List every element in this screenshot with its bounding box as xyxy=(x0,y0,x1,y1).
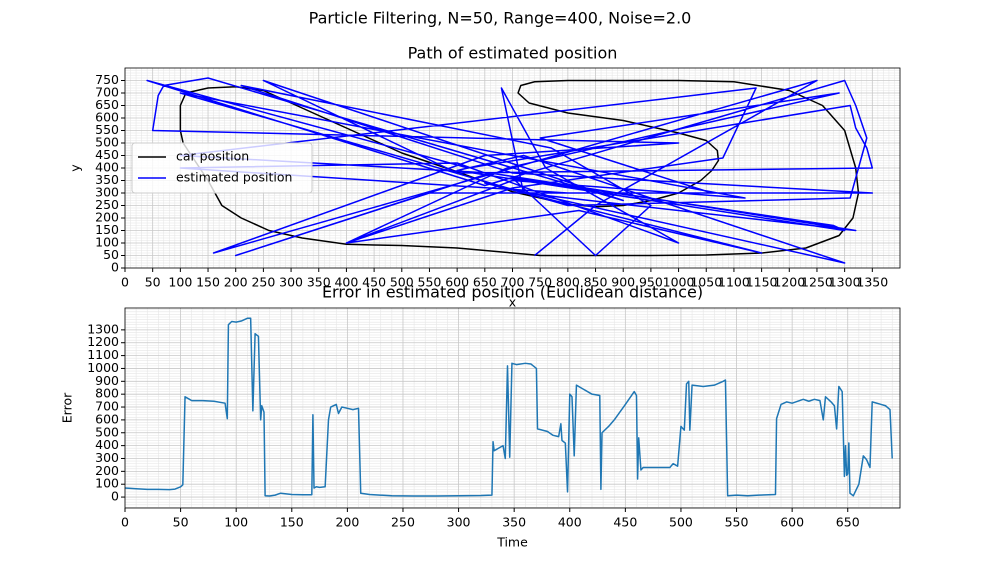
y-tick-label: 550 xyxy=(95,122,119,137)
y-tick-label: 450 xyxy=(95,147,119,162)
x-tick-label: 0 xyxy=(121,515,129,530)
x-tick-label: 1250 xyxy=(801,275,833,290)
axes-title: Error in estimated position (Euclidean d… xyxy=(322,283,703,302)
axes-frame xyxy=(124,307,901,509)
y-tick-label: 750 xyxy=(95,72,119,87)
x-tick-label: 950 xyxy=(639,275,663,290)
y-tick-label: 700 xyxy=(95,85,119,100)
x-axis-label: Time xyxy=(496,535,528,550)
legend-label: estimated position xyxy=(176,170,292,185)
axes-frame xyxy=(124,67,901,269)
x-tick-label: 300 xyxy=(447,515,471,530)
y-tick-label: 300 xyxy=(95,450,119,465)
x-tick-label: 50 xyxy=(145,275,161,290)
x-tick-label: 800 xyxy=(556,275,580,290)
x-tick-label: 1150 xyxy=(746,275,778,290)
y-tick-label: 0 xyxy=(111,489,119,504)
x-tick-label: 400 xyxy=(558,515,582,530)
x-tick-label: 500 xyxy=(669,515,693,530)
x-tick-label: 350 xyxy=(502,515,526,530)
y-tick-label: 500 xyxy=(95,135,119,150)
y-axis-label: y xyxy=(68,164,83,172)
x-tick-label: 750 xyxy=(528,275,552,290)
y-tick-label: 600 xyxy=(95,110,119,125)
y-tick-label: 1300 xyxy=(87,321,119,336)
x-tick-label: 1100 xyxy=(718,275,750,290)
y-tick-label: 0 xyxy=(111,260,119,275)
x-tick-label: 650 xyxy=(836,515,860,530)
x-tick-label: 550 xyxy=(418,275,442,290)
legend-label: car position xyxy=(176,149,249,164)
x-tick-label: 250 xyxy=(391,515,415,530)
x-tick-label: 600 xyxy=(780,515,804,530)
legend-box xyxy=(131,142,313,194)
y-tick-label: 600 xyxy=(95,411,119,426)
x-tick-label: 200 xyxy=(224,275,248,290)
y-tick-label: 500 xyxy=(95,424,119,439)
x-tick-label: 700 xyxy=(501,275,525,290)
x-tick-label: 50 xyxy=(173,515,189,530)
x-tick-label: 550 xyxy=(725,515,749,530)
y-tick-label: 50 xyxy=(103,247,119,262)
figure-title: Particle Filtering, N=50, Range=400, Noi… xyxy=(309,9,692,28)
x-tick-label: 450 xyxy=(613,515,637,530)
x-tick-label: 100 xyxy=(168,275,192,290)
y-tick-label: 700 xyxy=(95,399,119,414)
y-tick-label: 200 xyxy=(95,210,119,225)
y-tick-label: 1100 xyxy=(87,347,119,362)
x-tick-label: 850 xyxy=(584,275,608,290)
y-tick-label: 100 xyxy=(95,235,119,250)
x-tick-label: 300 xyxy=(279,275,303,290)
x-tick-label: 1000 xyxy=(663,275,695,290)
x-tick-label: 500 xyxy=(390,275,414,290)
y-tick-label: 650 xyxy=(95,97,119,112)
x-tick-label: 200 xyxy=(335,515,359,530)
x-tick-label: 150 xyxy=(280,515,304,530)
x-axis-label: x xyxy=(509,295,516,310)
x-tick-label: 150 xyxy=(196,275,220,290)
x-tick-label: 0 xyxy=(121,275,129,290)
x-tick-label: 400 xyxy=(334,275,358,290)
y-tick-label: 900 xyxy=(95,373,119,388)
y-tick-label: 150 xyxy=(95,222,119,237)
y-tick-label: 300 xyxy=(95,185,119,200)
x-tick-label: 1300 xyxy=(829,275,861,290)
plot-area xyxy=(125,308,900,508)
series-line xyxy=(124,317,893,497)
y-tick-label: 400 xyxy=(95,160,119,175)
y-tick-label: 350 xyxy=(95,172,119,187)
y-tick-label: 200 xyxy=(95,463,119,478)
y-axis-label: Error xyxy=(60,392,75,423)
x-tick-label: 1050 xyxy=(690,275,722,290)
x-tick-label: 900 xyxy=(611,275,635,290)
y-tick-label: 400 xyxy=(95,437,119,452)
x-tick-label: 450 xyxy=(362,275,386,290)
y-tick-label: 800 xyxy=(95,386,119,401)
x-tick-label: 100 xyxy=(224,515,248,530)
y-tick-label: 1000 xyxy=(87,360,119,375)
x-tick-label: 650 xyxy=(473,275,497,290)
y-tick-label: 100 xyxy=(95,476,119,491)
x-tick-label: 1350 xyxy=(856,275,888,290)
series-line xyxy=(146,77,874,264)
y-tick-label: 250 xyxy=(95,197,119,212)
x-tick-label: 250 xyxy=(251,275,275,290)
x-tick-label: 600 xyxy=(445,275,469,290)
axes-title: Path of estimated position xyxy=(408,44,618,63)
x-tick-label: 1200 xyxy=(773,275,805,290)
y-tick-label: 1200 xyxy=(87,334,119,349)
x-tick-label: 350 xyxy=(307,275,331,290)
